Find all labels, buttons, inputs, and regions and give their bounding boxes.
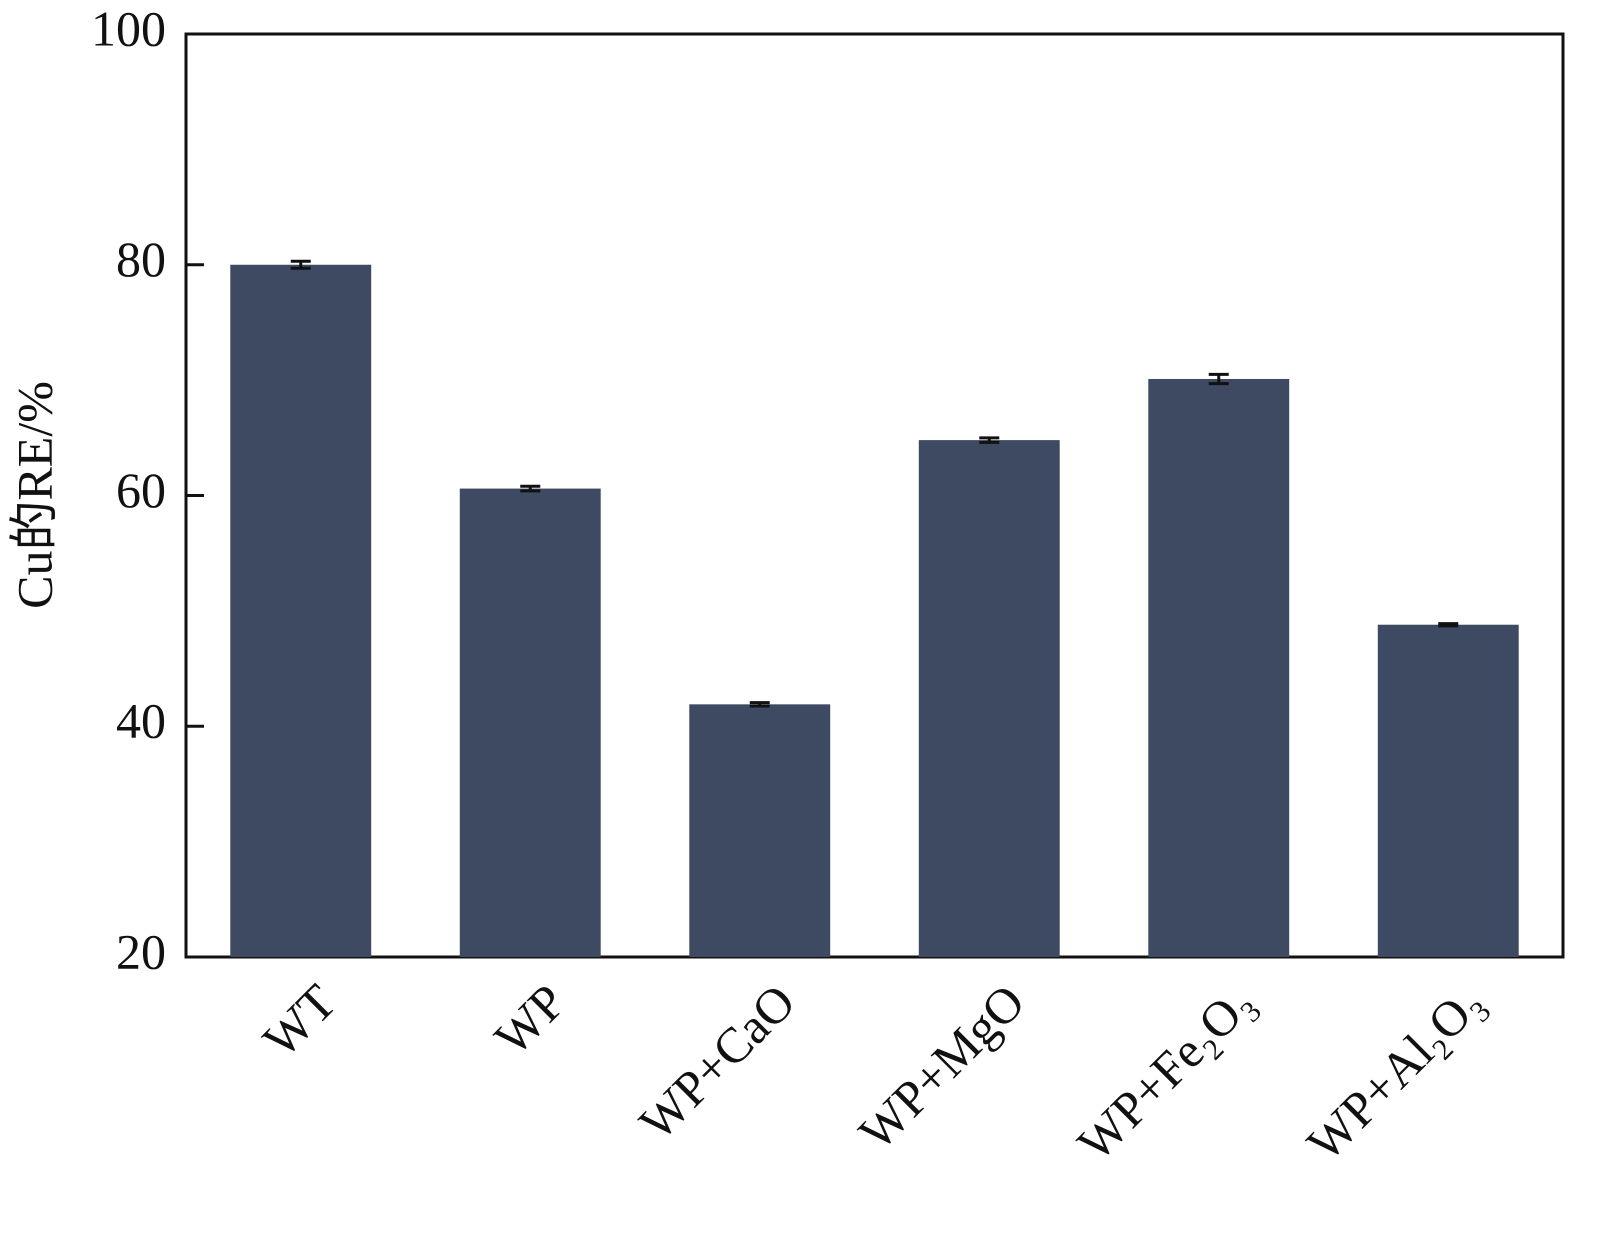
- x-tick-label: WP: [484, 973, 577, 1066]
- x-tick-label: WP+CaO: [628, 973, 805, 1150]
- bar: [918, 440, 1060, 957]
- bar: [1148, 378, 1290, 957]
- error-bar: [290, 259, 311, 270]
- bar: [459, 488, 601, 957]
- y-tick-label: 100: [91, 0, 166, 56]
- bar: [1377, 624, 1519, 957]
- plot-frame: [184, 32, 1565, 959]
- y-axis-label: Cu的RE/%: [6, 381, 62, 609]
- x-tick-label: WP+Fe₂O₃: [1067, 973, 1265, 1171]
- error-bar: [1438, 622, 1459, 628]
- y-tick-label: 80: [116, 231, 166, 287]
- bar: [230, 264, 372, 957]
- error-bar: [1208, 372, 1229, 386]
- y-tick-label: 40: [116, 693, 166, 749]
- x-tick-label: WT: [252, 973, 347, 1068]
- y-tick-label: 20: [116, 923, 166, 979]
- x-tick-label: WP+Al₂O₃: [1296, 973, 1494, 1171]
- y-tick-label: 60: [116, 462, 166, 518]
- error-bar: [520, 484, 541, 493]
- error-bar: [979, 436, 1000, 444]
- error-bar: [749, 701, 770, 708]
- x-tick-label: WP+MgO: [848, 973, 1035, 1160]
- bar: [689, 704, 831, 957]
